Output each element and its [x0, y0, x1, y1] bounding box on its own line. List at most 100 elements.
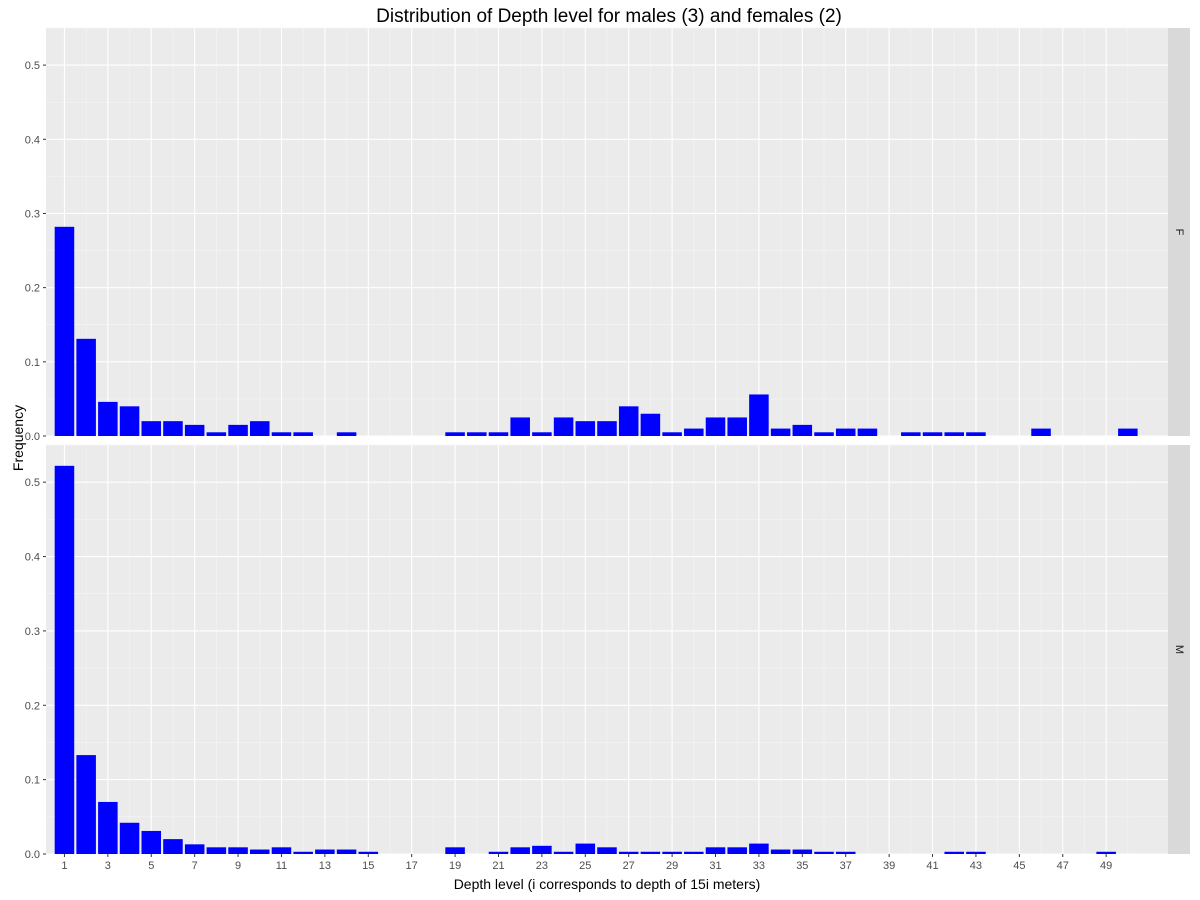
- bar: [814, 432, 834, 436]
- bar: [54, 465, 75, 854]
- x-tick-label: 45: [1013, 860, 1025, 872]
- bar: [54, 226, 75, 436]
- x-tick-label: 47: [1057, 860, 1069, 872]
- bar: [532, 845, 552, 854]
- x-tick-label: 49: [1100, 860, 1112, 872]
- x-tick-label: 27: [623, 860, 635, 872]
- y-tick-label: 0.4: [25, 552, 40, 564]
- bar: [553, 851, 574, 854]
- x-tick-label: 39: [883, 860, 895, 872]
- bar: [119, 406, 140, 436]
- facet-strip: [1168, 445, 1190, 854]
- bar: [98, 801, 118, 854]
- bar: [597, 847, 617, 854]
- x-tick-label: 13: [319, 860, 331, 872]
- y-tick-label: 0.5: [25, 60, 40, 72]
- bar: [336, 432, 357, 436]
- bar: [901, 432, 921, 436]
- x-tick-label: 1: [61, 860, 67, 872]
- bar: [98, 401, 118, 436]
- bar: [662, 851, 682, 854]
- x-tick-label: 41: [926, 860, 938, 872]
- bar: [835, 428, 856, 436]
- bar: [271, 432, 292, 436]
- y-tick-label: 0.4: [25, 134, 40, 146]
- bar: [141, 830, 162, 854]
- bar: [814, 851, 834, 854]
- bar: [315, 849, 335, 854]
- bar: [618, 406, 639, 436]
- x-tick-label: 21: [492, 860, 504, 872]
- bar: [250, 849, 270, 854]
- x-tick-label: 5: [148, 860, 154, 872]
- y-tick-label: 0.3: [25, 626, 40, 638]
- bar: [770, 849, 791, 854]
- x-tick-label: 31: [709, 860, 721, 872]
- x-tick-label: 23: [536, 860, 548, 872]
- bar: [532, 432, 552, 436]
- y-tick-label: 0.2: [25, 700, 40, 712]
- bar: [206, 847, 227, 854]
- bar: [705, 847, 726, 854]
- x-tick-label: 17: [406, 860, 418, 872]
- bar: [857, 428, 878, 436]
- bar: [336, 849, 357, 854]
- bar: [250, 421, 270, 436]
- bar: [835, 851, 856, 854]
- bar: [206, 432, 227, 436]
- bar: [163, 421, 183, 436]
- facet-strip: [1168, 28, 1190, 436]
- bar: [488, 432, 509, 436]
- x-tick-label: 29: [666, 860, 678, 872]
- y-tick-label: 0.3: [25, 208, 40, 220]
- bar: [684, 851, 704, 854]
- chart-title: Distribution of Depth level for males (3…: [376, 6, 842, 27]
- y-tick-label: 0.1: [25, 775, 40, 787]
- bar: [293, 851, 313, 854]
- bar: [684, 428, 704, 436]
- y-tick-label: 0.1: [25, 357, 40, 369]
- bar: [966, 432, 986, 436]
- bar: [184, 844, 205, 854]
- bar: [944, 432, 964, 436]
- bar: [76, 338, 96, 436]
- bar: [662, 432, 682, 436]
- bar: [358, 851, 379, 854]
- bar: [944, 851, 964, 854]
- bar: [966, 851, 986, 854]
- facet-label: F: [1173, 229, 1185, 236]
- bar: [575, 421, 596, 436]
- x-tick-label: 7: [192, 860, 198, 872]
- x-tick-label: 37: [840, 860, 852, 872]
- bar: [141, 421, 162, 436]
- bar: [163, 839, 183, 854]
- bar: [119, 822, 140, 854]
- x-tick-label: 19: [449, 860, 461, 872]
- bar: [922, 432, 943, 436]
- bar: [727, 417, 747, 436]
- bar: [727, 847, 747, 854]
- bar: [184, 424, 205, 436]
- x-tick-label: 43: [970, 860, 982, 872]
- bar: [271, 847, 292, 854]
- bar: [510, 847, 530, 854]
- bar: [640, 851, 661, 854]
- bar: [597, 421, 617, 436]
- bar: [770, 428, 791, 436]
- bar: [467, 432, 487, 436]
- y-tick-label: 0.0: [25, 431, 40, 443]
- bar: [1031, 428, 1051, 436]
- bar: [575, 843, 596, 854]
- bar: [553, 417, 574, 436]
- x-tick-label: 3: [105, 860, 111, 872]
- x-tick-label: 33: [753, 860, 765, 872]
- y-tick-label: 0.0: [25, 849, 40, 861]
- bar: [445, 847, 465, 854]
- bar: [749, 843, 769, 854]
- x-tick-label: 15: [362, 860, 374, 872]
- bar: [749, 394, 769, 436]
- x-axis-label: Depth level (i corresponds to depth of 1…: [453, 876, 761, 892]
- bar: [293, 432, 313, 436]
- bar: [228, 424, 248, 436]
